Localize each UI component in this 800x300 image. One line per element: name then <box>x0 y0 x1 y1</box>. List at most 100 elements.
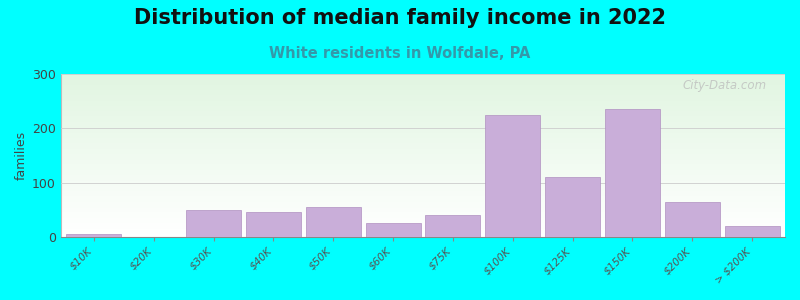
Bar <box>61 87 785 88</box>
Bar <box>61 203 785 204</box>
Bar <box>61 162 785 163</box>
Bar <box>61 85 785 86</box>
Bar <box>61 77 785 78</box>
Bar <box>61 148 785 149</box>
Bar <box>665 202 720 237</box>
Bar <box>61 214 785 215</box>
Bar <box>61 98 785 99</box>
Bar <box>725 226 780 237</box>
Bar <box>61 91 785 92</box>
Bar <box>61 183 785 184</box>
Bar <box>426 215 481 237</box>
Bar <box>61 92 785 93</box>
Bar <box>61 139 785 140</box>
Bar <box>61 94 785 95</box>
Bar <box>61 74 785 75</box>
Bar <box>61 132 785 133</box>
Text: Distribution of median family income in 2022: Distribution of median family income in … <box>134 8 666 28</box>
Bar <box>61 128 785 129</box>
Bar <box>61 235 785 236</box>
Bar <box>61 206 785 207</box>
Bar <box>61 143 785 144</box>
Bar <box>61 171 785 172</box>
Bar <box>61 111 785 112</box>
Bar <box>61 95 785 96</box>
Bar <box>61 210 785 211</box>
Bar <box>61 142 785 143</box>
Bar <box>61 223 785 224</box>
Bar <box>61 184 785 185</box>
Bar <box>61 112 785 113</box>
Bar <box>61 193 785 194</box>
Bar <box>61 90 785 91</box>
Bar <box>61 174 785 175</box>
Bar <box>61 93 785 94</box>
Bar <box>61 224 785 225</box>
Bar <box>61 172 785 173</box>
Bar <box>61 212 785 213</box>
Bar <box>61 164 785 165</box>
Bar <box>61 190 785 191</box>
Bar <box>61 197 785 198</box>
Bar <box>61 79 785 80</box>
Bar <box>61 218 785 219</box>
Bar <box>366 223 421 237</box>
Bar <box>61 145 785 146</box>
Bar <box>61 222 785 223</box>
Bar <box>61 170 785 171</box>
Bar <box>61 144 785 145</box>
Bar <box>61 180 785 181</box>
Bar <box>61 188 785 189</box>
Bar <box>485 115 540 237</box>
Bar <box>61 182 785 183</box>
Bar <box>61 165 785 166</box>
Bar <box>61 166 785 167</box>
Bar <box>61 213 785 214</box>
Bar <box>61 192 785 193</box>
Bar <box>61 207 785 208</box>
Bar <box>61 130 785 131</box>
Bar <box>61 122 785 123</box>
Bar <box>61 228 785 229</box>
Bar <box>61 194 785 195</box>
Bar <box>61 88 785 89</box>
Bar <box>61 96 785 97</box>
Bar <box>61 221 785 222</box>
Bar <box>61 123 785 124</box>
Bar <box>61 119 785 120</box>
Bar <box>246 212 301 237</box>
Bar <box>61 227 785 228</box>
Bar <box>61 178 785 179</box>
Y-axis label: families: families <box>15 131 28 180</box>
Bar <box>61 86 785 87</box>
Bar <box>61 157 785 158</box>
Bar <box>61 159 785 160</box>
Bar <box>61 138 785 139</box>
Bar <box>61 82 785 83</box>
Bar <box>61 225 785 226</box>
Bar <box>61 117 785 118</box>
Bar <box>61 102 785 103</box>
Bar <box>61 156 785 157</box>
Bar <box>61 127 785 128</box>
Bar <box>61 81 785 82</box>
Bar <box>66 234 122 237</box>
Bar <box>61 124 785 125</box>
Bar <box>61 155 785 156</box>
Bar <box>61 141 785 142</box>
Bar <box>61 126 785 127</box>
Bar <box>61 147 785 148</box>
Bar <box>61 187 785 188</box>
Bar <box>61 216 785 217</box>
Bar <box>61 231 785 232</box>
Bar <box>61 234 785 235</box>
Bar <box>61 195 785 196</box>
Bar <box>61 201 785 202</box>
Bar <box>61 99 785 100</box>
Bar <box>61 137 785 138</box>
Bar <box>306 207 361 237</box>
Bar <box>61 104 785 105</box>
Bar <box>61 76 785 77</box>
Bar <box>61 89 785 90</box>
Bar <box>61 150 785 151</box>
